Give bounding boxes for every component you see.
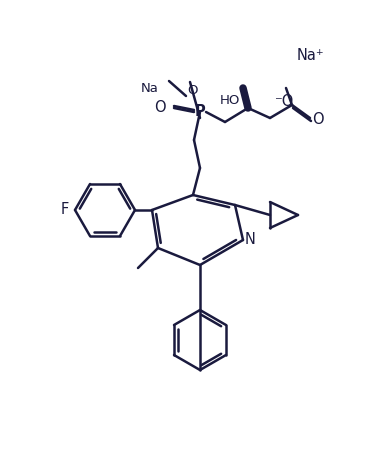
Text: O: O — [154, 101, 166, 115]
Text: N: N — [245, 233, 255, 247]
Text: Na: Na — [141, 82, 159, 94]
Text: HO: HO — [219, 93, 240, 106]
Text: ⁻O: ⁻O — [274, 93, 294, 109]
Text: O: O — [312, 113, 324, 128]
Text: P: P — [195, 105, 205, 119]
Text: Na⁺: Na⁺ — [296, 48, 324, 62]
Text: O: O — [187, 84, 197, 97]
Text: F: F — [61, 202, 69, 217]
